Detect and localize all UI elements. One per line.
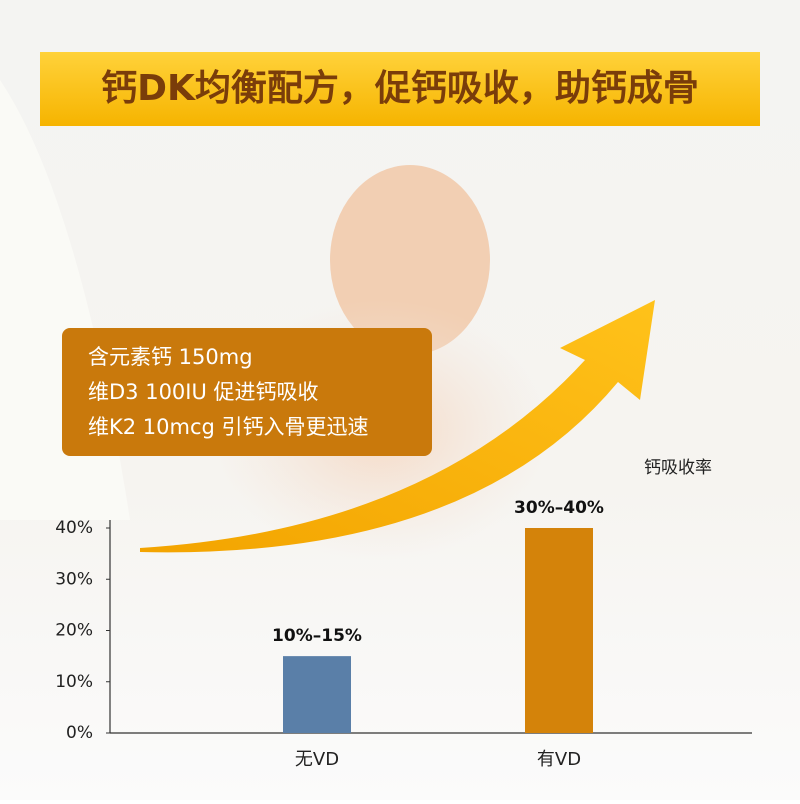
y-axis-label: 钙吸收率 xyxy=(644,458,712,478)
value-label: 30%–40% xyxy=(514,498,604,518)
info-line: 维D3 100IU 促进钙吸收 xyxy=(88,380,319,404)
x-tick-label: 无VD xyxy=(295,749,339,770)
value-label: 10%–15% xyxy=(272,626,362,646)
bar xyxy=(525,528,593,733)
banner xyxy=(40,52,760,126)
bar xyxy=(283,656,351,733)
y-tick-label: 40% xyxy=(55,518,93,538)
y-tick-label: 10% xyxy=(55,672,93,692)
y-tick-label: 20% xyxy=(55,621,93,641)
info-line: 含元素钙 150mg xyxy=(88,345,253,369)
chart: 钙吸收率 0% 10% 20% 30% 40% 10%–15% 无VD 30%–40% 有VD xyxy=(55,458,752,770)
info-line: 维K2 10mcg 引钙入骨更迅速 xyxy=(88,415,369,439)
x-tick-label: 有VD xyxy=(537,749,581,770)
y-tick-label: 0% xyxy=(66,723,93,743)
info-box xyxy=(62,328,432,456)
trend-arrow xyxy=(140,300,655,553)
y-tick-label: 30% xyxy=(55,569,93,589)
banner-title: 钙DK均衡配方，促钙吸收，助钙成骨 xyxy=(101,68,699,109)
